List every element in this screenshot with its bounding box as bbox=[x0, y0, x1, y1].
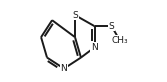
Text: S: S bbox=[109, 22, 114, 31]
Text: N: N bbox=[91, 43, 98, 52]
Text: N: N bbox=[61, 64, 67, 73]
Text: S: S bbox=[72, 11, 78, 20]
Text: CH₃: CH₃ bbox=[112, 36, 128, 45]
